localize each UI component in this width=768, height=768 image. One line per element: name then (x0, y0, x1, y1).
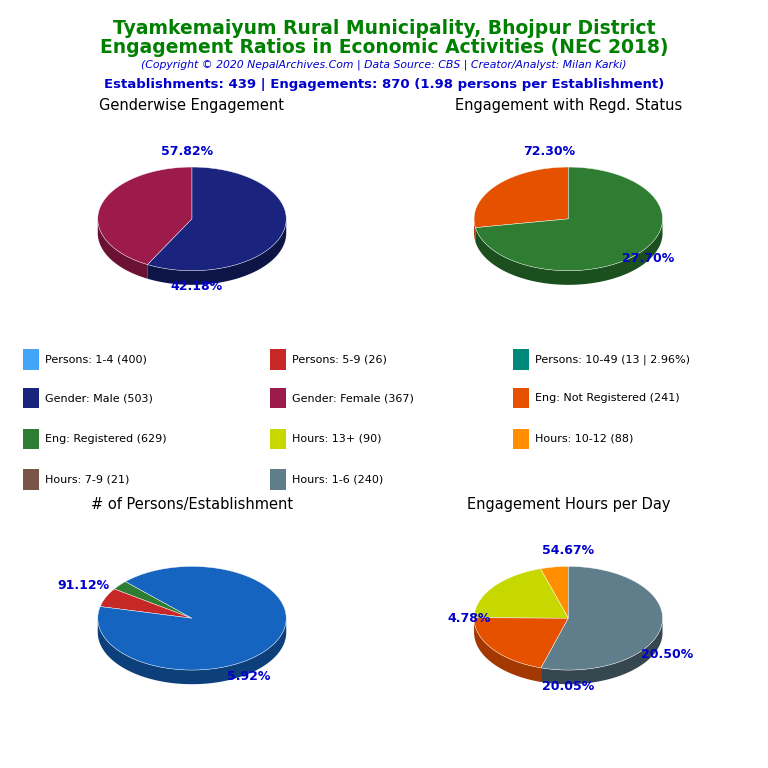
Text: Persons: 10-49 (13 | 2.96%): Persons: 10-49 (13 | 2.96%) (535, 354, 690, 365)
Text: Tyamkemaiyum Rural Municipality, Bhojpur District: Tyamkemaiyum Rural Municipality, Bhojpur… (113, 19, 655, 38)
Polygon shape (98, 220, 147, 279)
Polygon shape (474, 618, 541, 682)
Bar (23, 429, 39, 449)
Bar (513, 388, 529, 409)
Bar (270, 388, 286, 409)
Text: 20.50%: 20.50% (641, 647, 694, 660)
Text: 27.70%: 27.70% (622, 252, 674, 265)
Bar (513, 429, 529, 449)
Title: # of Persons/Establishment: # of Persons/Establishment (91, 497, 293, 512)
Text: Persons: 5-9 (26): Persons: 5-9 (26) (292, 354, 387, 365)
Polygon shape (474, 167, 568, 227)
Polygon shape (100, 589, 192, 618)
Text: 91.12%: 91.12% (58, 579, 110, 592)
Text: (Copyright © 2020 NepalArchives.Com | Data Source: CBS | Creator/Analyst: Milan : (Copyright © 2020 NepalArchives.Com | Da… (141, 60, 627, 71)
Polygon shape (147, 167, 286, 270)
Polygon shape (475, 220, 663, 285)
Title: Genderwise Engagement: Genderwise Engagement (100, 98, 284, 113)
Text: Gender: Male (503): Gender: Male (503) (45, 393, 153, 403)
Bar (23, 388, 39, 409)
Text: 72.30%: 72.30% (524, 144, 575, 157)
Text: Engagement Ratios in Economic Activities (NEC 2018): Engagement Ratios in Economic Activities… (100, 38, 668, 58)
Polygon shape (474, 220, 475, 242)
Text: 5.92%: 5.92% (227, 670, 270, 684)
Bar (270, 429, 286, 449)
Polygon shape (474, 569, 568, 618)
Polygon shape (98, 618, 286, 684)
Polygon shape (541, 567, 663, 670)
Bar (270, 469, 286, 489)
Text: Hours: 7-9 (21): Hours: 7-9 (21) (45, 475, 129, 485)
Polygon shape (541, 620, 663, 684)
Bar (23, 349, 39, 369)
Text: 4.78%: 4.78% (448, 612, 491, 624)
Bar (270, 349, 286, 369)
Text: Hours: 10-12 (88): Hours: 10-12 (88) (535, 434, 634, 444)
Title: Engagement Hours per Day: Engagement Hours per Day (467, 497, 670, 512)
Polygon shape (98, 567, 286, 670)
Polygon shape (147, 219, 286, 285)
Text: Hours: 13+ (90): Hours: 13+ (90) (292, 434, 382, 444)
Text: 57.82%: 57.82% (161, 144, 214, 157)
Text: Hours: 1-6 (240): Hours: 1-6 (240) (292, 475, 383, 485)
Title: Engagement with Regd. Status: Engagement with Regd. Status (455, 98, 682, 113)
Polygon shape (475, 167, 663, 270)
Text: Eng: Not Registered (241): Eng: Not Registered (241) (535, 393, 680, 403)
Polygon shape (474, 617, 568, 668)
Bar (513, 349, 529, 369)
Bar (23, 469, 39, 489)
Text: Establishments: 439 | Engagements: 870 (1.98 persons per Establishment): Establishments: 439 | Engagements: 870 (… (104, 78, 664, 91)
Text: Gender: Female (367): Gender: Female (367) (292, 393, 414, 403)
Polygon shape (114, 581, 192, 618)
Text: 42.18%: 42.18% (170, 280, 223, 293)
Polygon shape (541, 567, 568, 618)
Text: Eng: Registered (629): Eng: Registered (629) (45, 434, 167, 444)
Text: 20.05%: 20.05% (542, 680, 594, 693)
Text: Persons: 1-4 (400): Persons: 1-4 (400) (45, 354, 147, 365)
Polygon shape (98, 167, 192, 265)
Text: 54.67%: 54.67% (542, 544, 594, 557)
